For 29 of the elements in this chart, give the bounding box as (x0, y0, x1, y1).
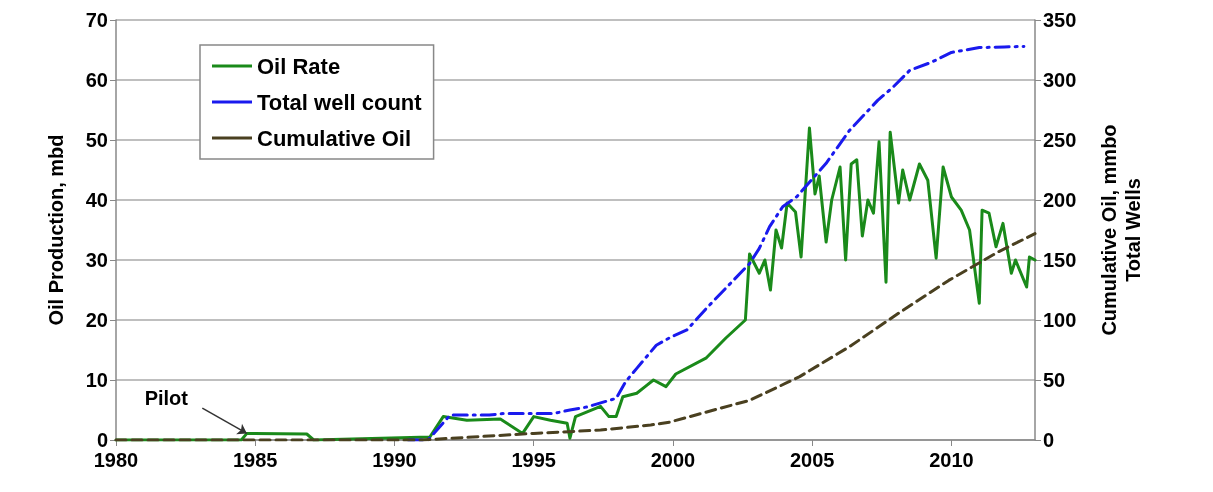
y-tick-label: 0 (96, 429, 108, 451)
y-tick-label: 20 (85, 309, 108, 331)
y-tick-label: 30 (85, 249, 108, 271)
annotation: Pilot (144, 386, 189, 409)
x-tick-label: 2005 (789, 449, 835, 471)
y-axis-title: Oil Production, mbd (45, 134, 67, 326)
y2-tick-label: 300 (1043, 69, 1077, 91)
x-tick-label: 1980 (93, 449, 139, 471)
legend-label: Oil Rate (257, 53, 341, 79)
legend-label: Total well count (257, 89, 423, 115)
legend-label: Cumulative Oil (257, 125, 412, 151)
y2-tick-label: 100 (1043, 309, 1077, 331)
y-tick-label: 10 (85, 369, 108, 391)
y-tick-label: 40 (85, 189, 108, 211)
y2-tick-label: 50 (1043, 369, 1066, 391)
x-tick-label: 2000 (650, 449, 696, 471)
y-tick-label: 70 (85, 9, 108, 31)
y2-tick-label: 0 (1043, 429, 1055, 451)
y-tick-label: 60 (85, 69, 108, 91)
y2-tick-label: 350 (1043, 9, 1077, 31)
x-tick-label: 1985 (232, 449, 278, 471)
y-tick-label: 50 (85, 129, 108, 151)
x-tick-label: 1990 (372, 449, 417, 471)
y2-tick-label: 200 (1043, 189, 1077, 211)
y2-tick-label: 150 (1043, 249, 1077, 271)
x-tick-label: 2010 (929, 449, 974, 471)
y2-axis-title: Cumulative Oil, mmbo Total Wells (1098, 124, 1144, 336)
x-tick-label: 1995 (511, 449, 556, 471)
y2-tick-label: 250 (1043, 129, 1077, 151)
